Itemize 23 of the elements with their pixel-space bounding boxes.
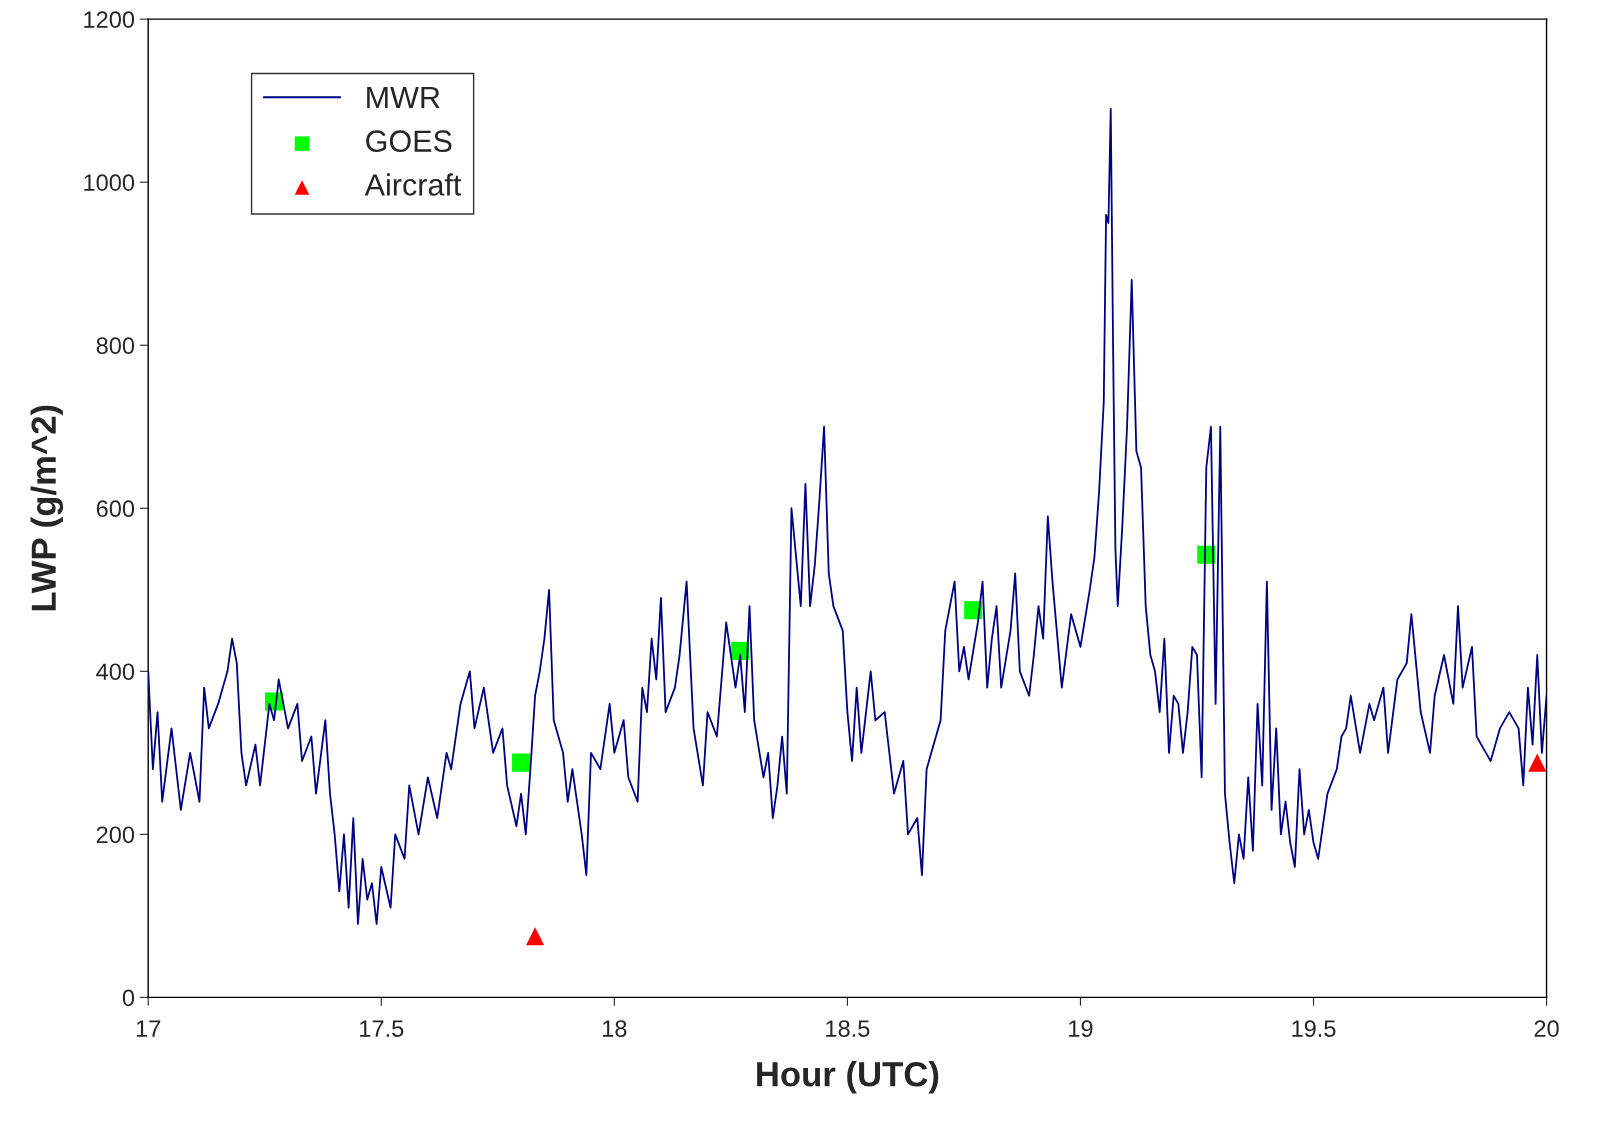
- point: [512, 753, 531, 772]
- line-series: [148, 107, 1547, 925]
- y-tick-label: 1200: [84, 11, 135, 28]
- point: [1528, 753, 1547, 772]
- y-axis-title: LWP (g/m^2): [30, 405, 64, 611]
- x-tick-label: 17.5: [360, 1020, 404, 1037]
- legend-label: Aircraft: [364, 173, 462, 196]
- y-tick-label: 0: [122, 989, 135, 1007]
- x-tick-label: 17: [136, 1020, 161, 1037]
- x-tick-label: 18: [603, 1020, 627, 1037]
- x-tick-label: 18.5: [826, 1020, 870, 1037]
- legend-label: MWR: [367, 86, 440, 108]
- legend-label: GOES: [366, 130, 452, 152]
- point: [526, 927, 545, 946]
- y-tick-label: 600: [96, 500, 135, 518]
- x-tick-label: 19.5: [1292, 1020, 1336, 1037]
- y-tick-label: 800: [96, 337, 135, 355]
- y-tick-label: 1000: [84, 174, 135, 191]
- y-tick-label: 400: [96, 663, 135, 681]
- y-tick-label: 200: [96, 826, 135, 844]
- x-tick-label: 20: [1534, 1020, 1559, 1037]
- x-tick-label: 19: [1069, 1020, 1093, 1037]
- x-axis-title: Hour (UTC): [757, 1061, 939, 1094]
